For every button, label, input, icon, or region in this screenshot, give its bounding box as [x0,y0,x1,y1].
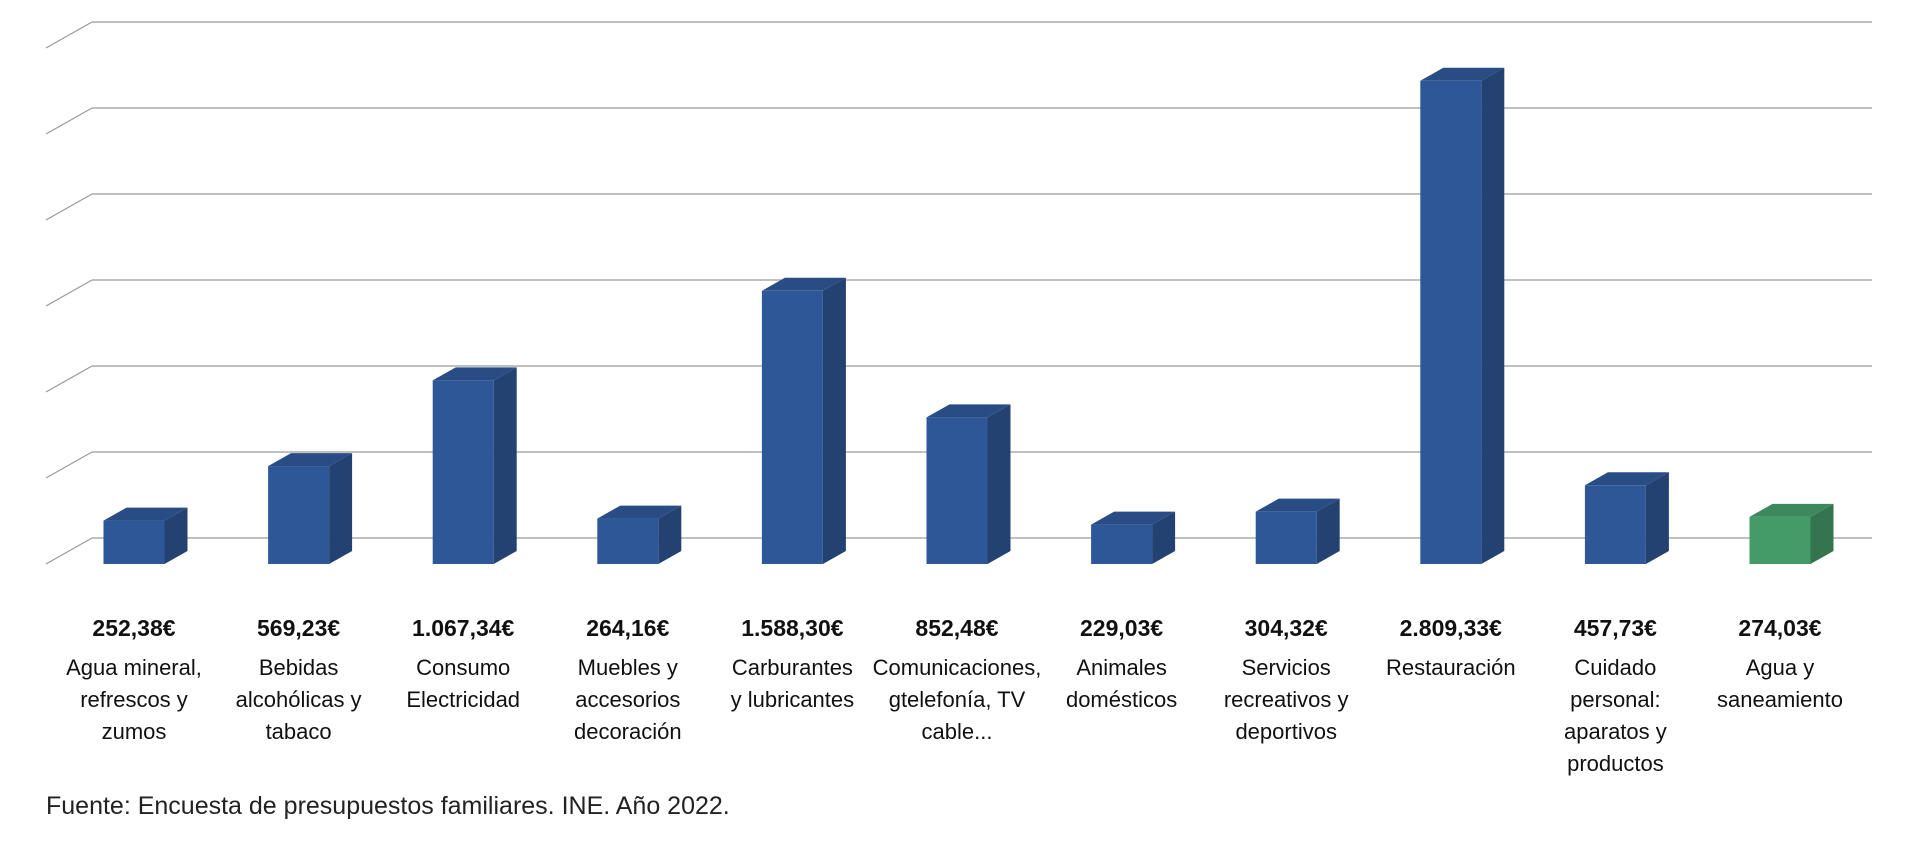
bar-front [597,518,659,564]
bar-side [658,505,682,564]
gridline-diagonal [45,451,93,479]
gridline-diagonal [45,279,93,307]
category-label: decoración [574,719,682,744]
category-label: Carburantes [732,655,853,680]
source-note: Fuente: Encuesta de presupuestos familia… [46,792,730,820]
bar-front [103,520,165,564]
category-label: Restauración [1386,655,1516,680]
category-label: refrescos y [80,687,188,712]
category-label: Bebidas [259,655,339,680]
gridline-diagonal [45,537,93,565]
category-label: Electricidad [406,687,520,712]
bars [103,67,1834,565]
data-label: 304,32€ [1245,615,1328,641]
category-label: gtelefonía, TV [889,687,1026,712]
category-label: deportivos [1235,719,1337,744]
category-label: Comunicaciones, [873,655,1042,680]
bar-side [1481,67,1505,565]
category-label: accesorios [575,687,680,712]
bar-front [1091,524,1153,564]
category-label: Animales [1076,655,1166,680]
category-label: cable... [922,719,993,744]
bar-side [329,453,353,564]
data-label: 1.588,30€ [741,615,844,641]
bar [597,505,682,564]
category-label: Muebles y [578,655,678,680]
bar [1255,498,1340,564]
bar-side [1810,503,1834,564]
data-label: 457,73€ [1574,615,1657,641]
category-label: Servicios [1242,655,1331,680]
category-label: Agua y [1746,655,1815,680]
data-label: 252,38€ [92,615,175,641]
bar-top [432,367,517,381]
gridline-diagonal [45,21,93,49]
data-label: 229,03€ [1080,615,1163,641]
bar [1584,472,1669,564]
data-label: 264,16€ [586,615,669,641]
bar-top [597,505,682,519]
labels: 252,38€ Agua mineral, refrescos y zumos 569,… [66,615,1843,776]
gridlines [45,21,1872,565]
bar-side [164,507,188,564]
bar-side [493,367,517,564]
category-label: aparatos y [1564,719,1667,744]
bar [1749,503,1834,564]
category-label: productos [1567,751,1664,776]
bar-top [1255,498,1340,512]
bar-top [103,507,188,521]
bar-top [1091,511,1176,525]
data-label: 2.809,33€ [1400,615,1503,641]
bar-front [761,290,823,564]
bar-side [1316,498,1340,564]
bar-side [822,277,846,564]
data-label: 852,48€ [915,615,998,641]
bar-front [268,466,330,564]
bar [926,404,1011,564]
bar [761,277,846,564]
data-label: 274,03€ [1738,615,1821,641]
gridline-diagonal [45,365,93,393]
category-label: tabaco [266,719,332,744]
bar-front [1420,80,1482,565]
gridline-diagonal [45,107,93,135]
bar-front [926,417,988,564]
category-label: zumos [102,719,167,744]
bar-side [1152,511,1176,564]
bar-top [268,453,353,467]
bar-top [1749,503,1834,517]
category-label: y lubricantes [731,687,855,712]
bar-top [926,404,1011,418]
category-label: alcohólicas y [236,687,362,712]
gridline-diagonal [45,193,93,221]
data-label: 569,23€ [257,615,340,641]
bar-top [1584,472,1669,486]
bar-front [1584,485,1646,564]
bar-top [1420,67,1505,81]
data-label: 1.067,34€ [412,615,515,641]
bar-front [1255,511,1317,564]
bar-front [432,380,494,564]
category-label: Cuidado [1574,655,1656,680]
category-label: Consumo [416,655,510,680]
category-label: saneamiento [1717,687,1843,712]
category-label: personal: [1570,687,1661,712]
bar [1091,511,1176,564]
bar-side [987,404,1011,564]
bar [268,453,353,564]
bar [103,507,188,564]
bar-front [1749,516,1811,564]
category-label: domésticos [1066,687,1177,712]
bar-top [761,277,846,291]
bar-side [1645,472,1669,564]
bar [432,367,517,564]
category-label: Agua mineral, [66,655,202,680]
category-label: recreativos y [1224,687,1349,712]
bar [1420,67,1505,565]
